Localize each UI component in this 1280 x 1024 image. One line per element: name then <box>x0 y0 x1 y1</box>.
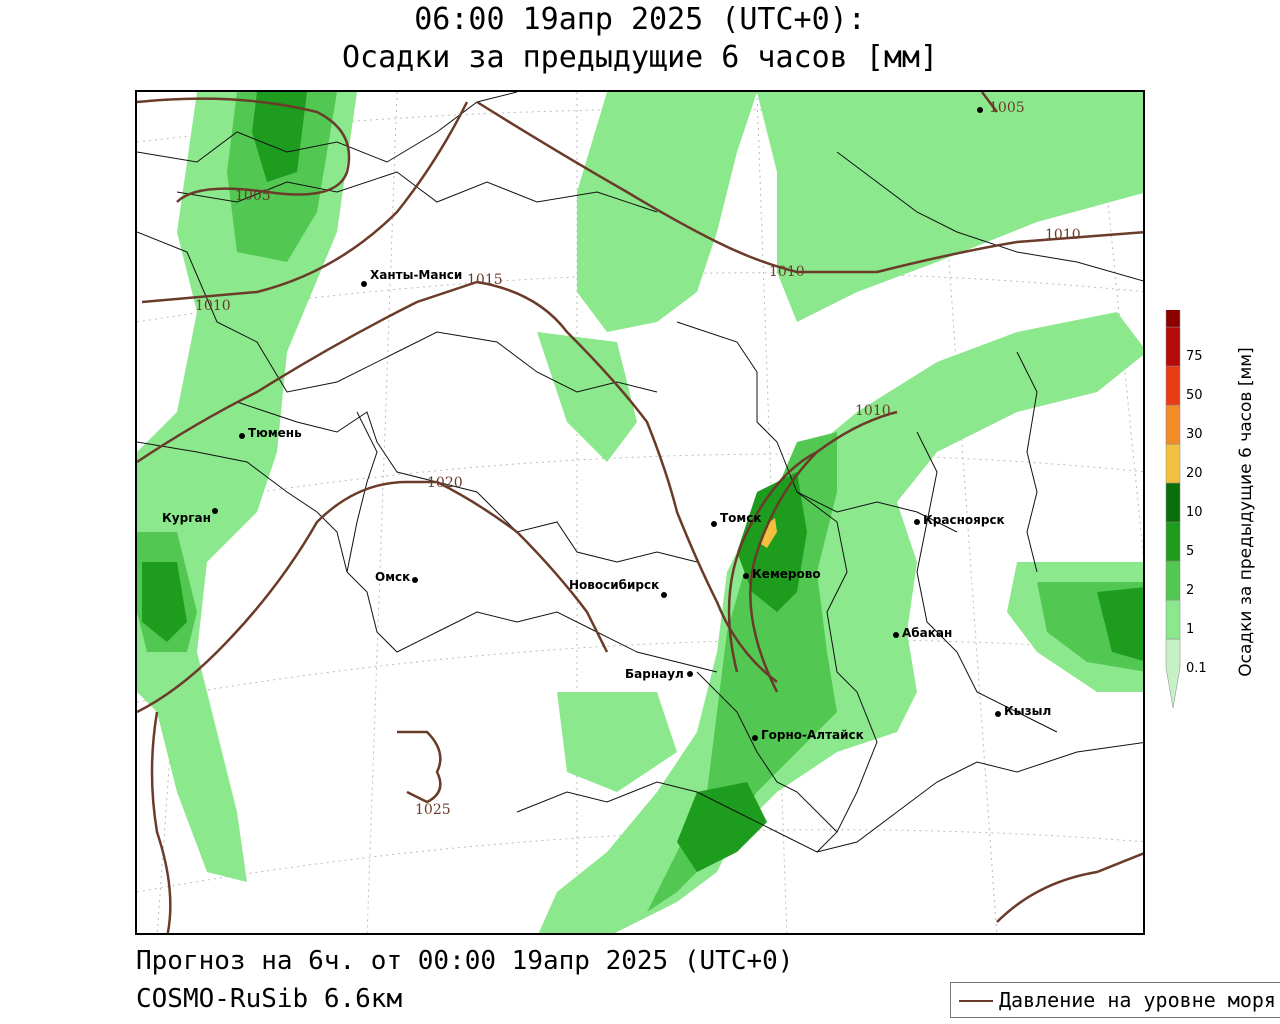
city-dot <box>914 519 920 525</box>
colorbar-swatch <box>1165 310 1181 328</box>
city-dot <box>361 281 367 287</box>
isobar-label: 1015 <box>467 272 503 288</box>
isobar-legend-label: Давление на уровне моря <box>999 988 1276 1012</box>
colorbar-swatch <box>1165 521 1181 562</box>
colorbar-tick: 20 <box>1186 466 1203 481</box>
city-label: Ханты-Манси <box>370 268 462 282</box>
colorbar-tick: 1 <box>1186 622 1195 637</box>
colorbar-swatch <box>1165 404 1181 445</box>
city-label: Омск <box>375 570 410 584</box>
isobar-label: 1020 <box>427 475 463 491</box>
city-dot <box>661 592 667 598</box>
city-dot <box>711 521 717 527</box>
city-label: Курган <box>162 511 211 525</box>
city-dot <box>752 735 758 741</box>
isobars <box>137 92 1143 933</box>
city-label: Томск <box>720 511 762 525</box>
isobar-label: 1010 <box>195 298 231 314</box>
city-dot <box>687 671 693 677</box>
isobar-label: 1005 <box>235 188 271 204</box>
city-dot <box>995 711 1001 717</box>
map-title-time: 06:00 19апр 2025 (UTC+0): <box>414 2 866 37</box>
precipitation-map: 1005 1005 1010 1010 1010 1010 1015 1020 … <box>135 90 1145 935</box>
forecast-info: Прогноз на 6ч. от 00:00 19апр 2025 (UTC+… <box>136 946 794 976</box>
city-markers: Ханты-Манси Тюмень Курган Омск Новосибир… <box>162 107 1051 742</box>
colorbar-tick: 5 <box>1186 544 1195 559</box>
precip-light <box>137 92 1143 933</box>
colorbar-swatch <box>1165 638 1181 709</box>
city-label: Кемерово <box>752 567 821 581</box>
colorbar-swatch <box>1165 365 1181 406</box>
isobar-label: 1025 <box>415 802 451 818</box>
isobar-legend: Давление на уровне моря <box>950 982 1280 1018</box>
isobar-label: 1010 <box>769 264 805 280</box>
city-dot <box>977 107 983 113</box>
model-name: COSMO-RuSib 6.6км <box>136 984 403 1014</box>
colorbar-tick: 30 <box>1186 427 1203 442</box>
city-dot <box>743 573 749 579</box>
city-label: Красноярск <box>923 513 1005 527</box>
colorbar-swatch <box>1165 560 1181 601</box>
colorbar-tick: 0.1 <box>1186 661 1207 676</box>
colorbar-title: Осадки за предыдущие 6 часов [мм] <box>1236 347 1256 677</box>
colorbar-tick: 75 <box>1186 349 1203 364</box>
map-title-variable: Осадки за предыдущие 6 часов [мм] <box>341 40 939 75</box>
isobar-label: 1005 <box>989 100 1025 116</box>
colorbar-swatch <box>1165 443 1181 484</box>
city-label: Кызыл <box>1004 704 1051 718</box>
city-label: Барнаул <box>625 667 684 681</box>
colorbar-tick: 10 <box>1186 505 1203 520</box>
precip-heavy <box>142 92 1143 872</box>
city-label: Новосибирск <box>569 578 659 592</box>
city-dot <box>239 433 245 439</box>
colorbar-swatch <box>1165 326 1181 367</box>
isobar-labels: 1005 1005 1010 1010 1010 1010 1015 1020 … <box>195 100 1081 818</box>
isobar-label: 1010 <box>1045 227 1081 243</box>
colorbar-swatch <box>1165 599 1181 640</box>
precip-max <box>761 518 777 548</box>
colorbar-tick: 2 <box>1186 583 1195 598</box>
isobar-label: 1010 <box>855 403 891 419</box>
isobar-legend-line <box>959 1000 993 1002</box>
precipitation-colorbar <box>1165 310 1181 709</box>
city-label: Горно-Алтайск <box>761 728 864 742</box>
colorbar-tick: 50 <box>1186 388 1203 403</box>
city-dot <box>412 577 418 583</box>
city-label: Абакан <box>902 626 952 640</box>
city-label: Тюмень <box>248 426 302 440</box>
city-dot <box>212 508 218 514</box>
map-canvas: 1005 1005 1010 1010 1010 1010 1015 1020 … <box>137 92 1143 933</box>
city-dot <box>893 632 899 638</box>
colorbar-swatch <box>1165 482 1181 523</box>
